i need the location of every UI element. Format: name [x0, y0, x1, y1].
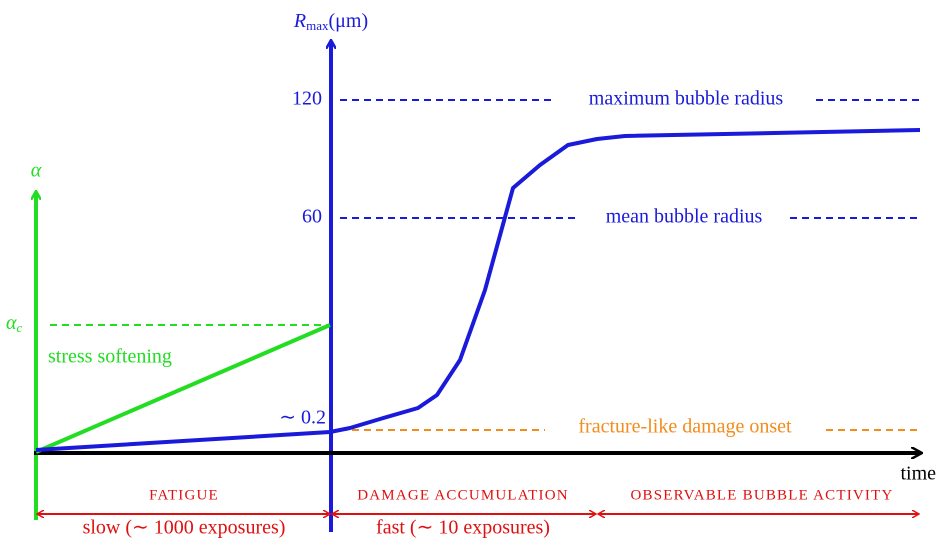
symbol: R — [293, 10, 306, 32]
subscript: c — [17, 320, 23, 335]
tick-label: 60 — [302, 206, 322, 228]
softening-line — [35, 323, 331, 454]
line-label: maximum bubble radius — [589, 88, 784, 110]
line-label: fracture-like damage onset — [578, 416, 792, 438]
phase-name: OBSERVABLE BUBBLE ACTIVITY — [630, 487, 893, 503]
unit: (μm) — [329, 10, 369, 32]
green-label: stress softening — [48, 346, 172, 368]
r-axis-label: Rmax(μm) — [293, 10, 368, 33]
alpha-tick: αc — [6, 312, 23, 335]
line-label: mean bubble radius — [606, 206, 763, 228]
radius-curve — [35, 128, 921, 452]
phase-name: FATIGUE — [149, 487, 219, 503]
subscript: max — [306, 18, 329, 33]
phase-rate: fast (∼ 10 exposures) — [376, 517, 550, 539]
tick-label: 120 — [292, 88, 322, 110]
phase-rate: slow (∼ 1000 exposures) — [83, 517, 286, 539]
tick-label: ∼ 0.2 — [279, 407, 326, 429]
alpha-axis-label: α — [31, 160, 42, 182]
symbol: α — [6, 312, 17, 334]
x-axis-label: time — [900, 463, 936, 485]
guides — [50, 99, 920, 431]
phase-name: DAMAGE ACCUMULATION — [357, 487, 569, 503]
